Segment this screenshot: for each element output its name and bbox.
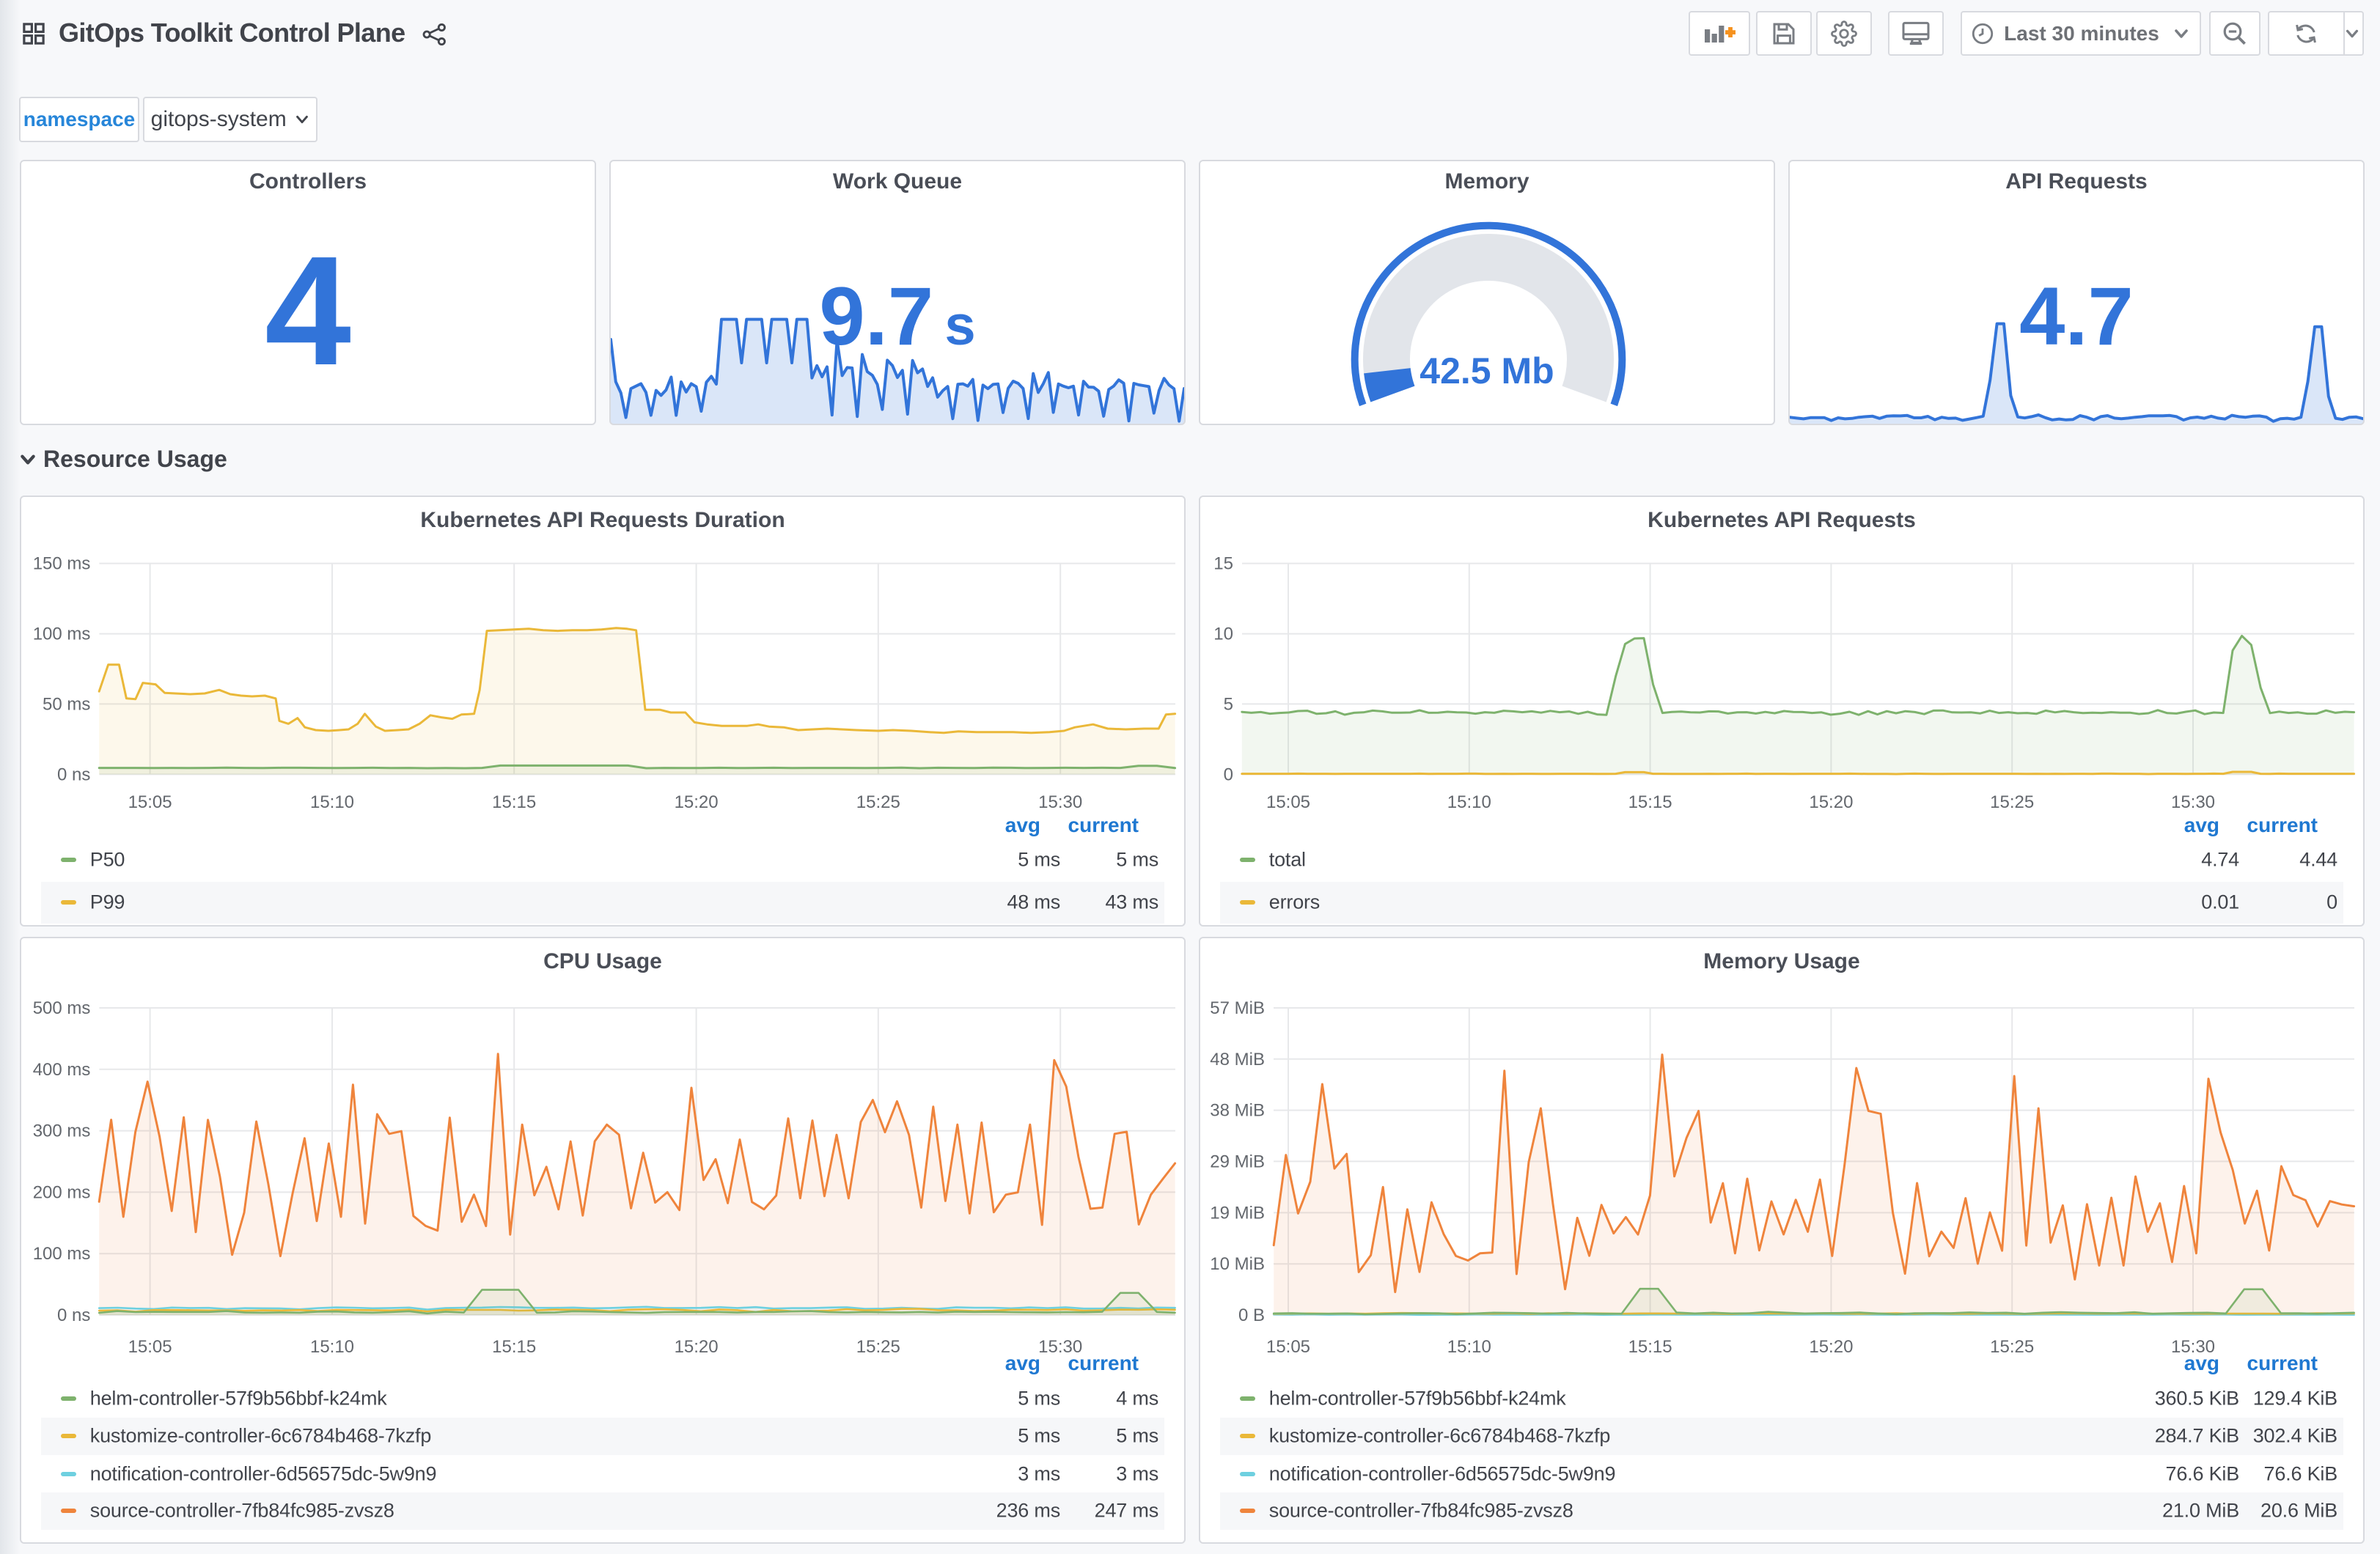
svg-text:38 MiB: 38 MiB xyxy=(1210,1101,1265,1121)
svg-text:10 MiB: 10 MiB xyxy=(1210,1254,1265,1274)
svg-text:19 MiB: 19 MiB xyxy=(1210,1203,1265,1223)
svg-text:0 B: 0 B xyxy=(1238,1306,1265,1325)
svg-text:15:25: 15:25 xyxy=(1990,1337,2034,1357)
svg-text:29 MiB: 29 MiB xyxy=(1210,1152,1265,1171)
svg-text:15:05: 15:05 xyxy=(128,792,172,812)
svg-text:15:15: 15:15 xyxy=(1628,1337,1672,1357)
svg-text:10: 10 xyxy=(1213,625,1233,644)
svg-text:50 ms: 50 ms xyxy=(43,694,90,714)
svg-text:15:10: 15:10 xyxy=(1447,1337,1491,1357)
svg-text:15:05: 15:05 xyxy=(1266,1337,1310,1357)
svg-text:100 ms: 100 ms xyxy=(33,625,91,644)
svg-text:0 ns: 0 ns xyxy=(57,765,90,784)
svg-text:15:05: 15:05 xyxy=(1266,792,1310,812)
svg-text:15:25: 15:25 xyxy=(856,1337,900,1357)
svg-text:150 ms: 150 ms xyxy=(33,554,91,574)
svg-text:15:10: 15:10 xyxy=(1447,792,1491,812)
svg-text:15:15: 15:15 xyxy=(492,792,536,812)
svg-text:0: 0 xyxy=(1224,765,1233,784)
svg-text:15:30: 15:30 xyxy=(2171,1337,2215,1357)
svg-text:400 ms: 400 ms xyxy=(33,1060,91,1080)
svg-text:100 ms: 100 ms xyxy=(33,1244,91,1264)
svg-text:57 MiB: 57 MiB xyxy=(1210,998,1265,1018)
svg-text:48 MiB: 48 MiB xyxy=(1210,1050,1265,1069)
svg-text:15:15: 15:15 xyxy=(1628,792,1672,812)
svg-text:300 ms: 300 ms xyxy=(33,1122,91,1141)
svg-text:15:15: 15:15 xyxy=(492,1337,536,1357)
svg-text:15:25: 15:25 xyxy=(856,792,900,812)
svg-text:500 ms: 500 ms xyxy=(33,998,91,1018)
svg-text:15:20: 15:20 xyxy=(1809,1337,1853,1357)
svg-text:5: 5 xyxy=(1224,694,1233,714)
svg-text:15:30: 15:30 xyxy=(2171,792,2215,812)
svg-text:15:25: 15:25 xyxy=(1990,792,2034,812)
svg-text:15:20: 15:20 xyxy=(675,792,719,812)
svg-text:15:20: 15:20 xyxy=(1809,792,1853,812)
svg-text:15:30: 15:30 xyxy=(1038,792,1082,812)
svg-text:15:20: 15:20 xyxy=(675,1337,719,1357)
svg-text:15:30: 15:30 xyxy=(1038,1337,1082,1357)
svg-text:15:05: 15:05 xyxy=(128,1337,172,1357)
svg-text:0 ns: 0 ns xyxy=(57,1306,90,1325)
svg-text:15:10: 15:10 xyxy=(310,1337,354,1357)
svg-text:15: 15 xyxy=(1213,554,1233,574)
svg-text:200 ms: 200 ms xyxy=(33,1182,91,1202)
svg-text:15:10: 15:10 xyxy=(310,792,354,812)
